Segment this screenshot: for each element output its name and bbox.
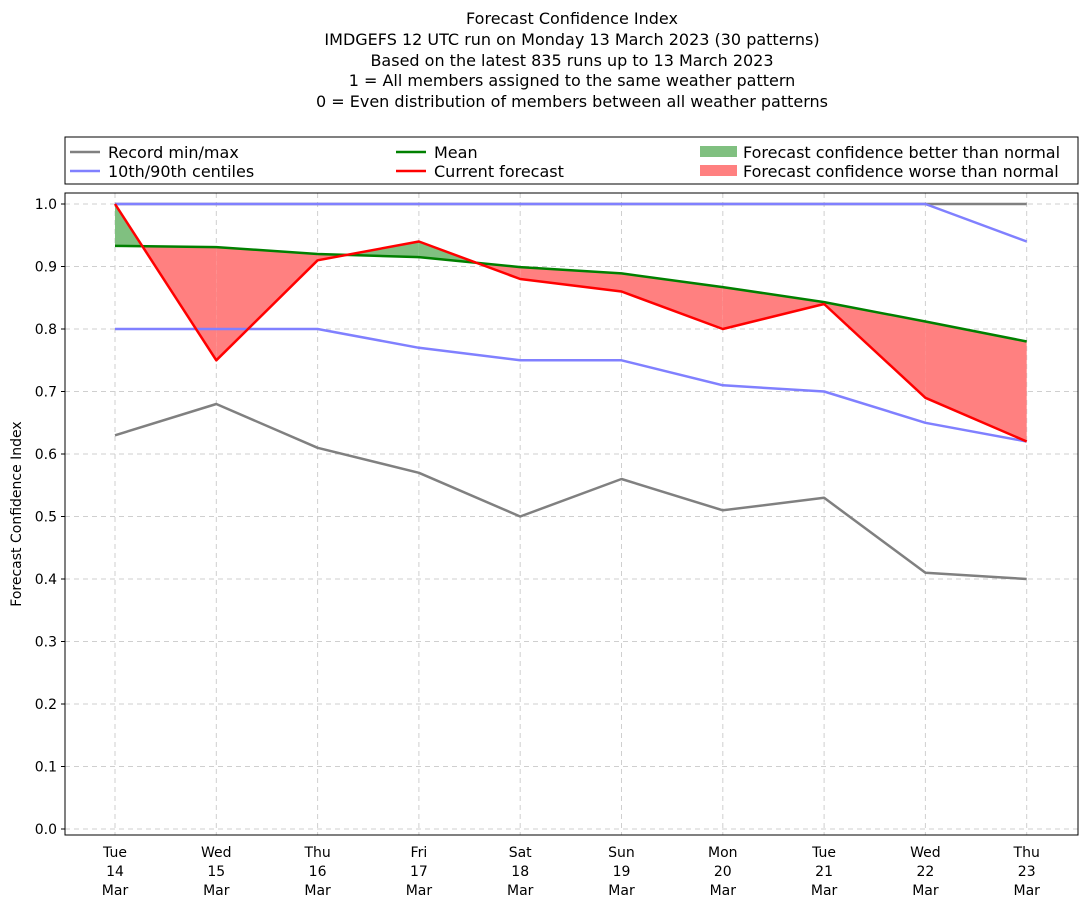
plot-frame [64,192,1079,836]
legend-label-mean: Mean [434,143,478,162]
worse-than-normal-fill [216,247,318,361]
x-tick-label: Wed [910,845,941,861]
x-tick-label: Sat [509,845,532,861]
series-line-p10 [115,327,1027,443]
series-line-current [113,203,1028,443]
title-line: 0 = Even distribution of members between… [316,92,828,111]
y-axis-label: Forecast Confidence Index [9,421,25,606]
y-tick-label: 0.8 [35,322,57,338]
y-tick-label: 1.0 [35,197,57,213]
series-line-record-min [114,402,1027,581]
x-tick-label: 17 [410,864,428,880]
legend-box [64,136,1079,185]
x-tick-label: 21 [815,864,833,880]
x-tick-label: 19 [613,864,631,880]
title-line: IMDGEFS 12 UTC run on Monday 13 March 20… [324,30,819,49]
x-tick-label: Mon [708,845,738,861]
confidence-fills [115,204,1027,442]
series-line-p90 [115,202,1028,243]
x-tick-label: Mar [1013,883,1040,899]
title-line: Forecast Confidence Index [466,9,678,28]
legend-label-worse: Forecast confidence worse than normal [743,162,1059,181]
x-tick-label: Tue [102,845,127,861]
y-tick-label: 0.9 [35,260,57,276]
x-tick-label: 15 [207,864,225,880]
worse-than-normal-fill [621,273,723,329]
y-tick-label: 0.2 [35,697,57,713]
x-axis-ticks: Tue 14 Mar Wed 15 Mar Thu 16 Mar Fri 17 Mar Sat 18 Mar… [102,845,1040,899]
worse-than-normal-fill [925,321,1027,442]
x-tick-label: Tue [811,845,836,861]
title-line: Based on the latest 835 runs up to 13 Ma… [370,51,773,70]
y-tick-label: 0.5 [35,510,57,526]
x-tick-label: Mar [608,883,635,899]
series-lines [113,202,1028,581]
worse-than-normal-fill [520,267,622,292]
x-tick-label: Mar [203,883,230,899]
grid [65,193,1078,835]
chart-title: Forecast Confidence Index IMDGEFS 12 UTC… [316,9,828,111]
legend: Record min/max 10th/90th centiles Mean C… [64,136,1079,185]
worse-than-normal-fill [722,287,825,329]
y-tick-label: 0.0 [35,822,57,838]
legend-label-current: Current forecast [434,162,564,181]
y-tick-label: 0.6 [35,447,57,463]
legend-label-centiles: 10th/90th centiles [108,162,254,181]
x-tick-label: 18 [511,864,529,880]
legend-swatch-worse [700,165,737,176]
x-tick-label: 14 [106,864,124,880]
x-tick-label: Mar [507,883,534,899]
title-line: 1 = All members assigned to the same wea… [349,71,796,90]
x-tick-label: Sun [608,845,635,861]
x-tick-label: Mar [304,883,331,899]
y-tick-label: 0.4 [35,572,57,588]
x-tick-label: 20 [714,864,732,880]
legend-label-better: Forecast confidence better than normal [743,143,1060,162]
x-tick-label: Mar [102,883,129,899]
x-tick-label: Wed [201,845,232,861]
x-tick-label: 16 [309,864,327,880]
x-tick-label: Mar [811,883,838,899]
x-tick-label: Mar [912,883,939,899]
x-tick-label: Mar [710,883,737,899]
y-axis-ticks: 0.0 0.1 0.2 0.3 0.4 0.5 0.6 0.7 0.8 0.9 1.0 [35,197,65,838]
y-tick-label: 0.1 [35,760,57,776]
x-tick-label: Thu [303,845,330,861]
y-tick-label: 0.3 [35,635,57,651]
x-tick-label: Mar [406,883,433,899]
legend-swatch-better [700,146,737,157]
x-tick-label: 22 [916,864,934,880]
series-line-mean [114,244,1027,343]
legend-label-record: Record min/max [108,143,239,162]
x-tick-label: Thu [1013,845,1040,861]
x-tick-label: Fri [411,845,428,861]
x-tick-label: 23 [1018,864,1036,880]
y-tick-label: 0.7 [35,385,57,401]
